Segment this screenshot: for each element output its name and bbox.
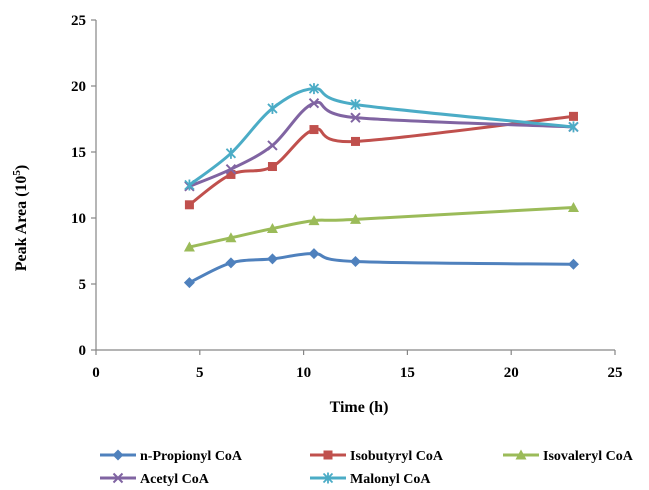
data-point-n-propionyl-coa xyxy=(266,253,278,265)
chart-series xyxy=(183,83,579,289)
data-point-isovaleryl-coa xyxy=(567,201,579,212)
data-point-n-propionyl-coa xyxy=(308,248,320,260)
y-tick-label: 20 xyxy=(71,79,86,95)
legend-item-malonyl-coa: Malonyl CoA xyxy=(310,472,431,487)
series-line-isovaleryl-coa xyxy=(189,205,574,249)
data-point-isovaleryl-coa xyxy=(266,223,278,234)
legend-label-malonyl-coa: Malonyl CoA xyxy=(350,472,431,487)
y-tick-label: 10 xyxy=(71,211,86,227)
series-line-n-propionyl-coa xyxy=(188,252,574,285)
y-tick-label: 0 xyxy=(79,343,87,359)
legend-label-isovaleryl-coa: Isovaleryl CoA xyxy=(543,449,634,464)
y-axis-title: Peak Area (105) xyxy=(11,165,30,272)
data-point-n-propionyl-coa xyxy=(225,257,237,269)
data-point-isovaleryl-coa xyxy=(183,241,195,252)
x-tick-label: 25 xyxy=(608,365,623,381)
data-point-malonyl-coa xyxy=(350,98,361,110)
data-point-isovaleryl-coa xyxy=(225,232,237,243)
chart-legend: n-Propionyl CoA Isobutyryl CoA Isovaleryl … xyxy=(100,449,634,487)
legend-label-isobutyryl-coa: Isobutyryl CoA xyxy=(350,449,444,464)
data-point-isovaleryl-coa xyxy=(308,215,320,226)
legend-item-n-propionyl-coa: n-Propionyl CoA xyxy=(100,449,243,464)
data-point-isobutyryl-coa xyxy=(184,200,194,210)
legend-marker-isovaleryl-coa xyxy=(515,449,527,460)
data-point-acetyl-coa xyxy=(308,97,320,109)
data-point-acetyl-coa xyxy=(267,140,278,151)
x-tick-label: 0 xyxy=(92,365,100,381)
data-point-malonyl-coa xyxy=(225,147,237,159)
x-tick-label: 10 xyxy=(296,365,311,381)
series-isovaleryl-coa xyxy=(183,201,579,252)
data-point-n-propionyl-coa xyxy=(567,258,579,270)
data-point-isobutyryl-coa xyxy=(226,169,236,179)
data-point-malonyl-coa xyxy=(308,83,320,95)
data-point-isobutyryl-coa xyxy=(351,136,360,146)
legend-item-isobutyryl-coa: Isobutyryl CoA xyxy=(310,449,444,464)
y-tick-label: 25 xyxy=(71,13,86,29)
series-line-acetyl-coa xyxy=(188,100,574,188)
legend-marker-isobutyryl-coa xyxy=(323,450,333,460)
y-tick-label: 5 xyxy=(79,277,87,293)
series-acetyl-coa xyxy=(184,97,579,192)
legend-item-acetyl-coa: Acetyl CoA xyxy=(100,472,210,487)
x-axis-title: Time (h) xyxy=(330,399,389,416)
series-malonyl-coa xyxy=(184,83,579,191)
legend-item-isovaleryl-coa: Isovaleryl CoA xyxy=(503,449,634,464)
data-point-malonyl-coa xyxy=(568,121,579,133)
data-point-n-propionyl-coa xyxy=(183,277,195,289)
data-point-malonyl-coa xyxy=(184,179,195,191)
legend-marker-malonyl-coa xyxy=(322,472,334,484)
chart-axes: 0 5 10 15 20 25 0 5 10 15 20 25 xyxy=(71,13,623,381)
data-point-isobutyryl-coa xyxy=(309,125,319,135)
data-point-acetyl-coa xyxy=(350,112,361,123)
data-point-acetyl-coa xyxy=(225,163,237,175)
y-axis-title-exponent: 5 xyxy=(11,170,23,176)
x-tick-label: 20 xyxy=(504,365,519,381)
series-isobutyryl-coa xyxy=(184,111,578,210)
x-tick-label: 5 xyxy=(196,365,204,381)
series-n-propionyl-coa xyxy=(183,248,579,289)
data-point-n-propionyl-coa xyxy=(350,256,361,268)
data-point-isovaleryl-coa xyxy=(350,213,361,224)
y-tick-label: 15 xyxy=(71,145,86,161)
legend-label-acetyl-coa: Acetyl CoA xyxy=(140,472,210,487)
legend-marker-acetyl-coa xyxy=(112,472,124,484)
x-tick-label: 15 xyxy=(400,365,415,381)
data-point-isobutyryl-coa xyxy=(568,111,578,121)
y-axis-title-close: ) xyxy=(13,165,30,170)
legend-marker-n-propionyl-coa xyxy=(112,449,124,461)
data-point-malonyl-coa xyxy=(267,102,278,114)
data-point-isobutyryl-coa xyxy=(267,162,277,172)
legend-label-n-propionyl-coa: n-Propionyl CoA xyxy=(140,449,243,464)
